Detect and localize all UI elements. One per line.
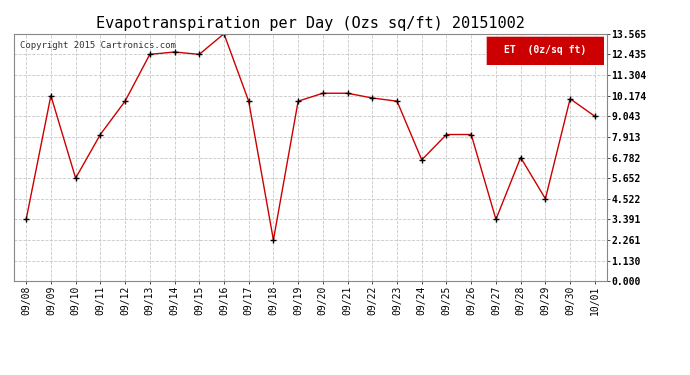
Title: Evapotranspiration per Day (Ozs sq/ft) 20151002: Evapotranspiration per Day (Ozs sq/ft) 2… <box>96 16 525 31</box>
Text: Copyright 2015 Cartronics.com: Copyright 2015 Cartronics.com <box>20 41 176 50</box>
